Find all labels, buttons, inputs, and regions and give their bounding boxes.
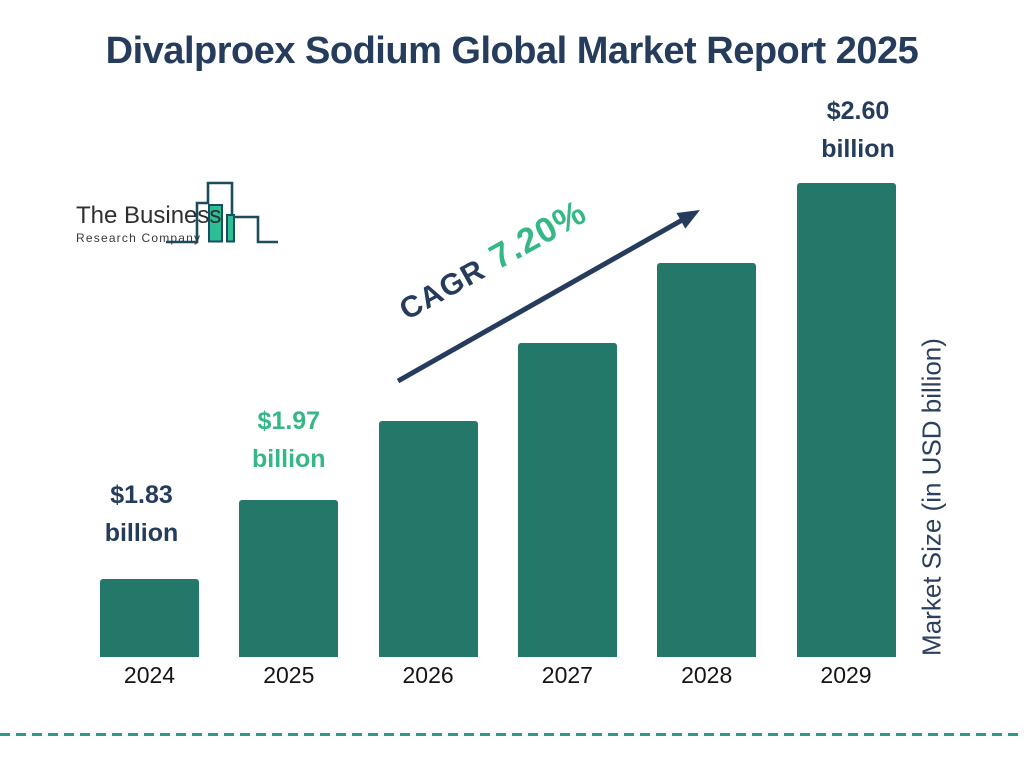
bar-2025 — [239, 500, 339, 657]
page-title: Divalproex Sodium Global Market Report 2… — [105, 30, 919, 72]
company-logo: The Business Research Company — [76, 178, 286, 248]
cagr-label: CAGR — [394, 253, 491, 327]
bar-2024 — [100, 579, 199, 657]
value-unit: billion — [104, 519, 179, 547]
x-tick-2026: 2026 — [402, 662, 454, 688]
cagr-annotation: CAGR 7.20% — [392, 192, 596, 332]
y-axis-title: Market Size (in USD billion) — [916, 338, 947, 656]
value-label-2024: $1.83 billion — [72, 476, 212, 552]
bar-2027 — [517, 343, 617, 657]
x-tick-2027: 2027 — [541, 662, 593, 688]
value-amount: $2.60 — [826, 97, 890, 125]
value-unit: billion — [251, 445, 326, 473]
logo-text: The Business Research Company — [76, 202, 222, 245]
logo-company-subtitle: Research Company — [76, 231, 202, 245]
x-tick-2029: 2029 — [820, 662, 872, 688]
bar-chart-logo-icon — [166, 181, 278, 244]
bar-2028 — [657, 263, 757, 657]
logo-company-name: The Business — [76, 202, 222, 229]
bar-2026 — [378, 421, 478, 657]
value-amount: $1.83 — [110, 481, 173, 509]
x-tick-2028: 2028 — [681, 662, 733, 688]
bar-2029 — [796, 183, 896, 657]
value-label-2029: $2.60 billion — [788, 92, 928, 168]
cagr-value: 7.20% — [482, 192, 594, 278]
value-amount: $1.97 — [257, 407, 321, 435]
x-tick-2025: 2025 — [263, 662, 315, 688]
x-tick-2024: 2024 — [123, 662, 176, 688]
bottom-dashed-line — [0, 733, 1024, 736]
value-label-2025: $1.97 billion — [219, 402, 359, 478]
value-unit: billion — [821, 135, 895, 163]
